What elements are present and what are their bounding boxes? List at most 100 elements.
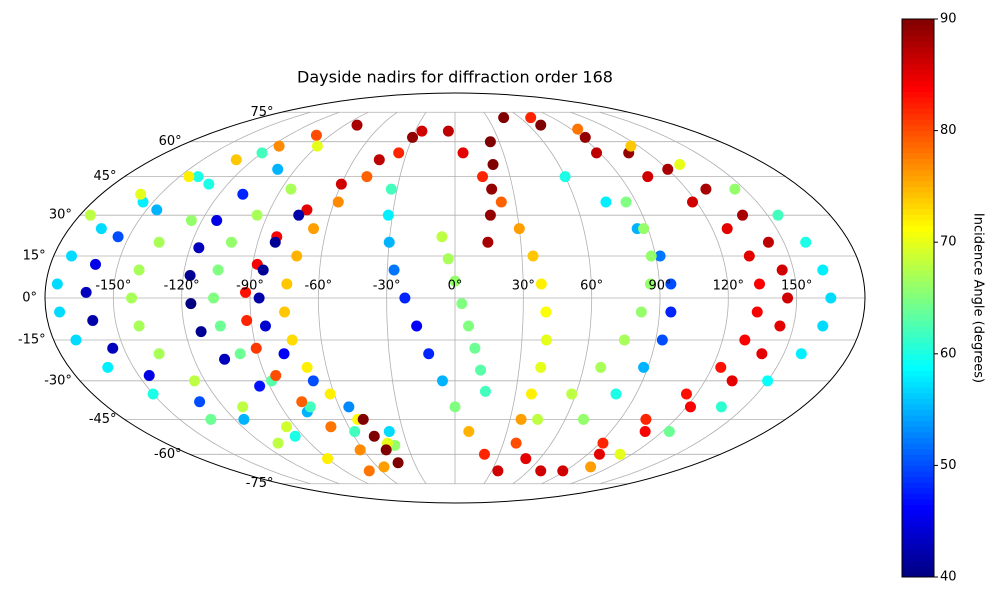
colorbar-segment <box>902 571 934 578</box>
colorbar-segment <box>902 180 934 187</box>
colorbar-segment <box>902 231 934 238</box>
point <box>487 159 499 171</box>
y-tick-label: -60° <box>154 447 182 462</box>
colorbar-segment <box>902 543 934 550</box>
x-tick-label: -90° <box>236 279 264 294</box>
colorbar-segment <box>902 376 934 383</box>
colorbar-segment <box>902 325 934 332</box>
grid-line <box>512 111 593 485</box>
point <box>378 461 390 473</box>
colorbar-segment <box>902 331 934 338</box>
point <box>95 223 107 235</box>
colorbar-segment <box>902 431 934 438</box>
point <box>684 401 696 413</box>
colorbar-segment <box>902 554 934 561</box>
colorbar-segment <box>902 364 934 372</box>
colorbar-segment <box>902 247 934 254</box>
point <box>230 154 242 166</box>
colorbar-segment <box>902 487 934 494</box>
point <box>456 298 468 310</box>
point <box>674 159 686 171</box>
colorbar-segment <box>902 119 934 126</box>
point <box>463 425 475 437</box>
point <box>665 306 677 318</box>
point <box>151 204 163 216</box>
point <box>520 453 532 465</box>
point <box>525 388 537 400</box>
colorbar-segment <box>902 97 934 104</box>
point <box>825 292 837 304</box>
point <box>311 140 323 152</box>
point <box>278 348 290 360</box>
colorbar-tick-label: 80 <box>940 123 957 138</box>
point <box>635 306 647 318</box>
point <box>477 171 489 183</box>
point <box>644 278 656 290</box>
point <box>535 278 547 290</box>
point <box>772 209 784 221</box>
point <box>357 413 369 425</box>
colorbar-segment <box>902 236 934 243</box>
point <box>600 196 612 208</box>
point <box>739 334 751 346</box>
point <box>194 396 206 408</box>
y-tick-label: 45° <box>94 169 117 184</box>
colorbar-segment <box>902 459 934 466</box>
point <box>800 236 812 248</box>
point <box>185 215 197 227</box>
colorbar-segment <box>902 498 934 505</box>
colorbar-segment <box>902 448 934 455</box>
point <box>205 413 217 425</box>
x-tick-label: 30° <box>512 279 535 294</box>
y-tick-label: 60° <box>159 134 182 149</box>
colorbar-segment <box>902 63 934 70</box>
x-tick-label: 60° <box>580 279 603 294</box>
point <box>618 334 630 346</box>
y-tick-label: 30° <box>49 208 72 223</box>
point <box>407 131 419 143</box>
point <box>66 250 78 262</box>
point <box>484 209 496 221</box>
point <box>304 401 316 413</box>
colorbar-frame <box>901 18 935 578</box>
point <box>392 457 404 469</box>
colorbar-segment <box>902 549 934 556</box>
point <box>363 465 375 477</box>
point <box>663 425 675 437</box>
colorbar-segment <box>902 398 934 405</box>
colorbar-segment <box>902 136 934 143</box>
point <box>324 388 336 400</box>
point <box>293 209 305 221</box>
point <box>535 119 547 131</box>
point <box>301 204 313 216</box>
point <box>478 448 490 460</box>
point <box>751 306 763 318</box>
point <box>203 178 215 190</box>
point <box>143 369 155 381</box>
point <box>638 223 650 235</box>
colorbar-segment <box>902 141 934 148</box>
colorbar-segment <box>902 420 934 427</box>
grid-line <box>541 111 661 485</box>
point <box>585 461 597 473</box>
colorbar-segment <box>902 504 934 511</box>
point <box>535 361 547 373</box>
point <box>645 250 657 262</box>
point <box>442 253 454 265</box>
point <box>273 140 285 152</box>
point <box>380 444 392 456</box>
point <box>715 401 727 413</box>
colorbar-segment <box>902 404 934 411</box>
colorbar-segment <box>902 286 934 293</box>
point <box>289 430 301 442</box>
point <box>762 375 774 387</box>
point <box>817 320 829 332</box>
point <box>566 388 578 400</box>
colorbar-segment <box>902 381 934 388</box>
colorbar-segment <box>902 102 934 109</box>
point <box>343 401 355 413</box>
colorbar-segment <box>902 476 934 483</box>
point <box>654 250 666 262</box>
point <box>133 264 145 276</box>
